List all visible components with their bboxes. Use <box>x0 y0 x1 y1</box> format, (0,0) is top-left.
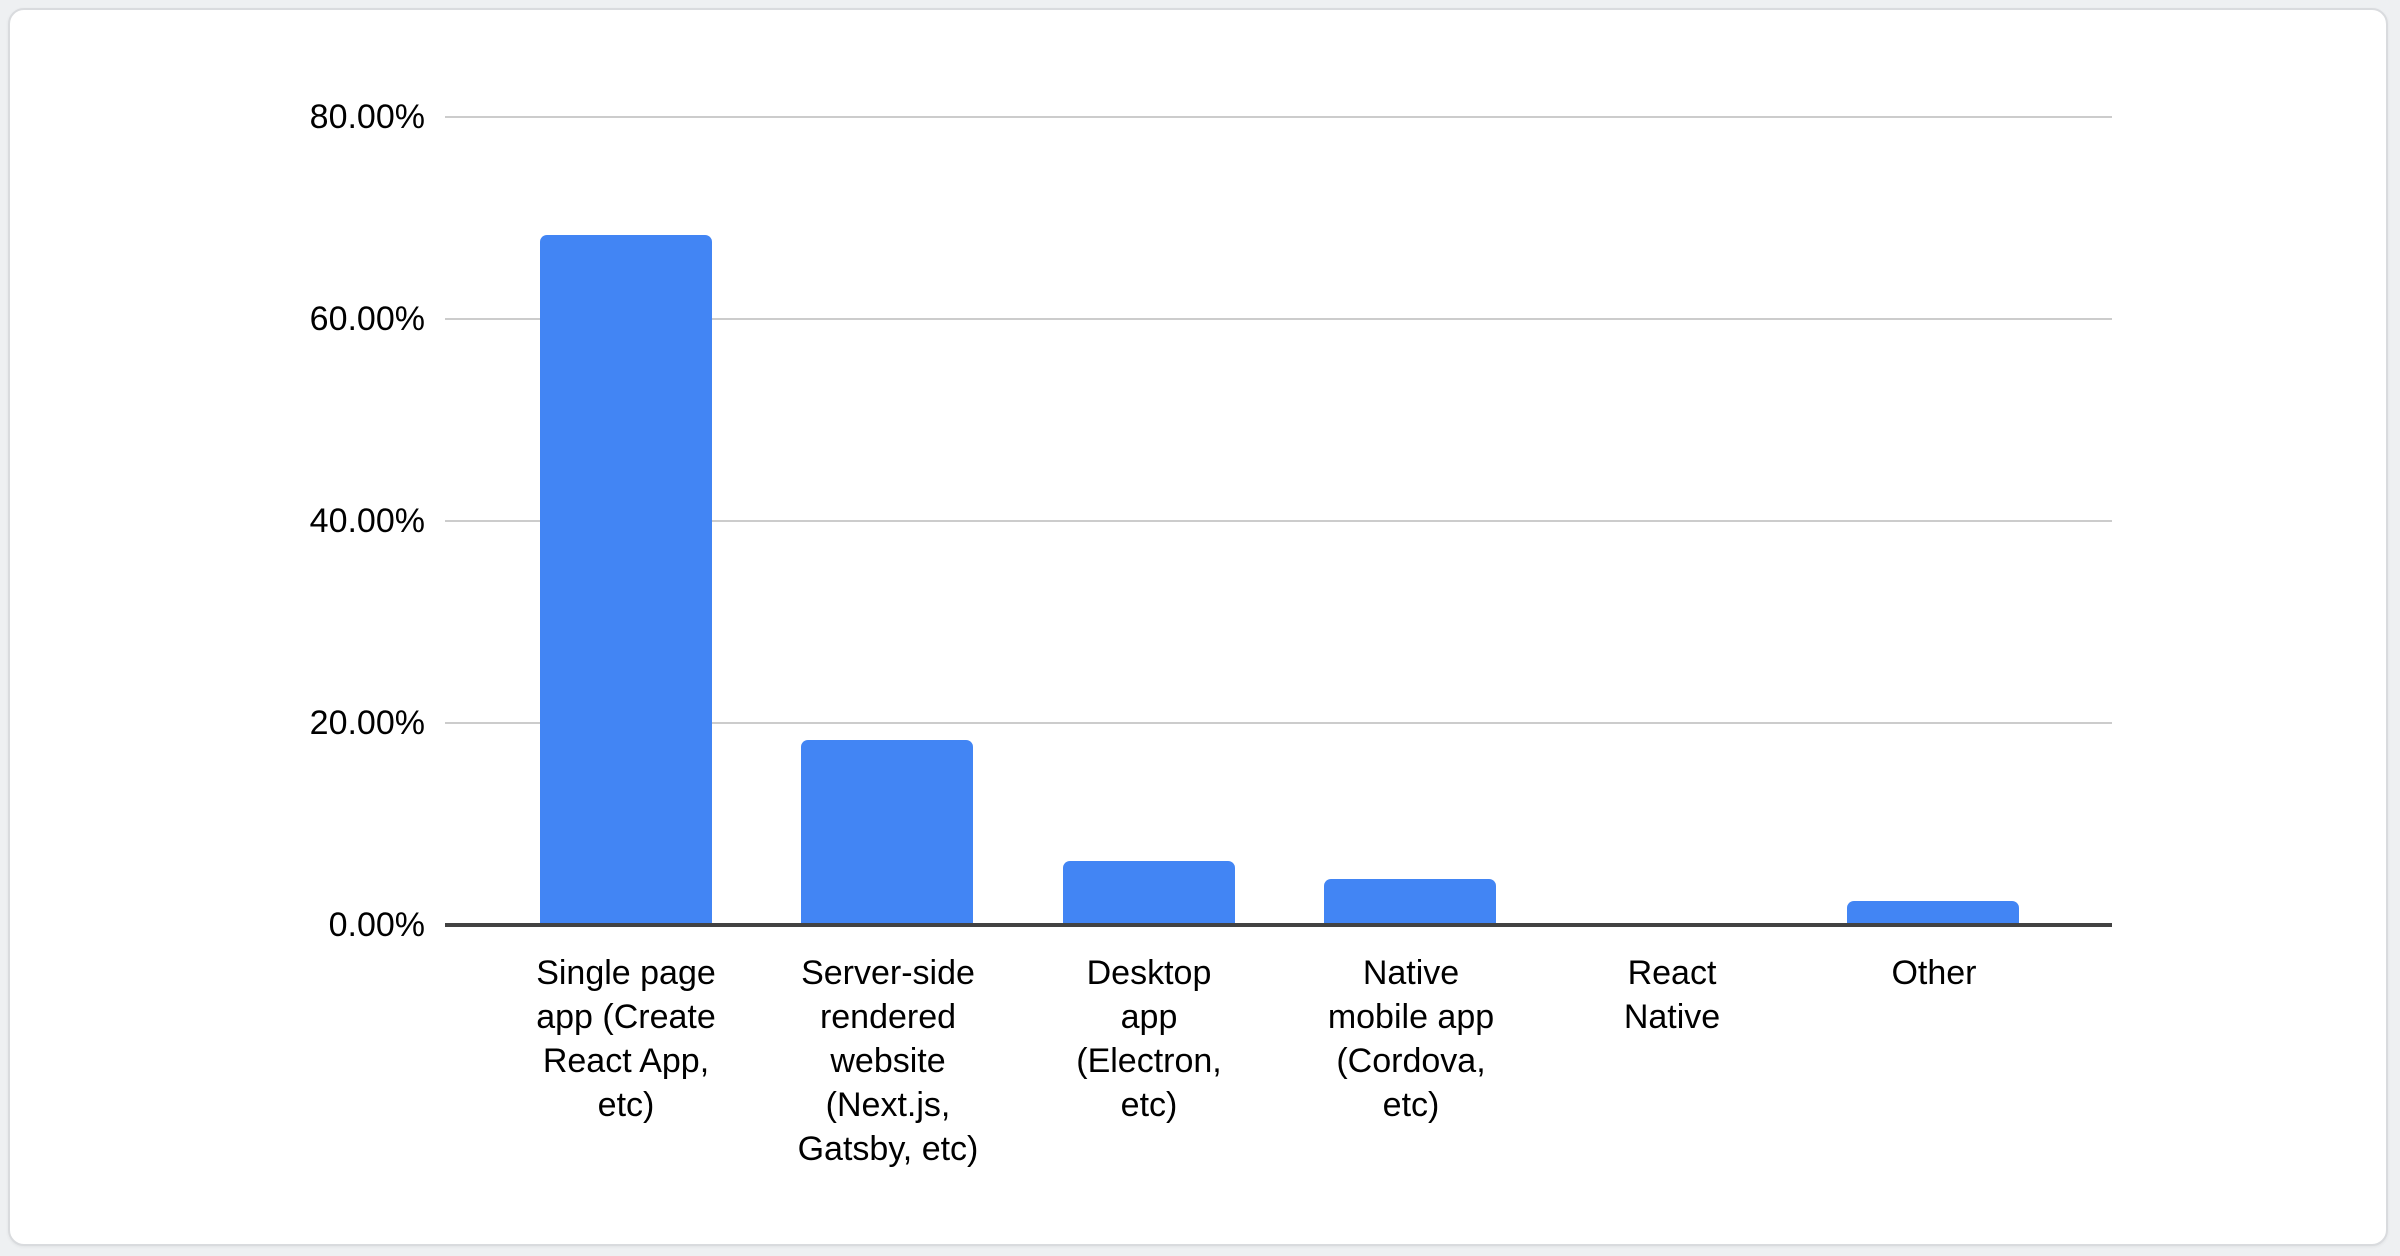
bar-6 <box>1847 901 2019 925</box>
y-gridline-40 <box>445 520 2112 522</box>
x-axis-category-label: Server-side rendered website (Next.js, G… <box>797 954 979 1168</box>
bar-1 <box>540 235 712 925</box>
x-axis-category-label: Native mobile app (Cordova, etc) <box>1327 954 1495 1124</box>
x-axis-category-label: React Native <box>1623 954 1721 1036</box>
bar-3 <box>1063 861 1235 925</box>
x-axis-category-label: Desktop app (Electron, etc) <box>1076 954 1222 1124</box>
plot-area: 0.00% 20.00% 40.00% 60.00% 80.00% Single page… <box>10 10 2386 1244</box>
y-axis-tick-label: 20.00% <box>309 704 425 742</box>
y-axis-tick-label: 80.00% <box>309 98 425 136</box>
y-axis-tick-label: 0.00% <box>328 906 425 944</box>
x-axis-category-label: Single page app (Create React App, etc) <box>536 954 716 1124</box>
bar-2 <box>801 740 973 925</box>
y-gridline-80 <box>445 116 2112 118</box>
chart-card: 0.00% 20.00% 40.00% 60.00% 80.00% Single page… <box>8 8 2388 1246</box>
bar-4 <box>1324 879 1496 925</box>
x-axis-category-label: Other <box>1891 954 1977 992</box>
x-axis-baseline <box>445 923 2112 927</box>
y-axis-tick-label: 60.00% <box>309 300 425 338</box>
y-gridline-60 <box>445 318 2112 320</box>
y-gridline-20 <box>445 722 2112 724</box>
y-axis-tick-label: 40.00% <box>309 502 425 540</box>
